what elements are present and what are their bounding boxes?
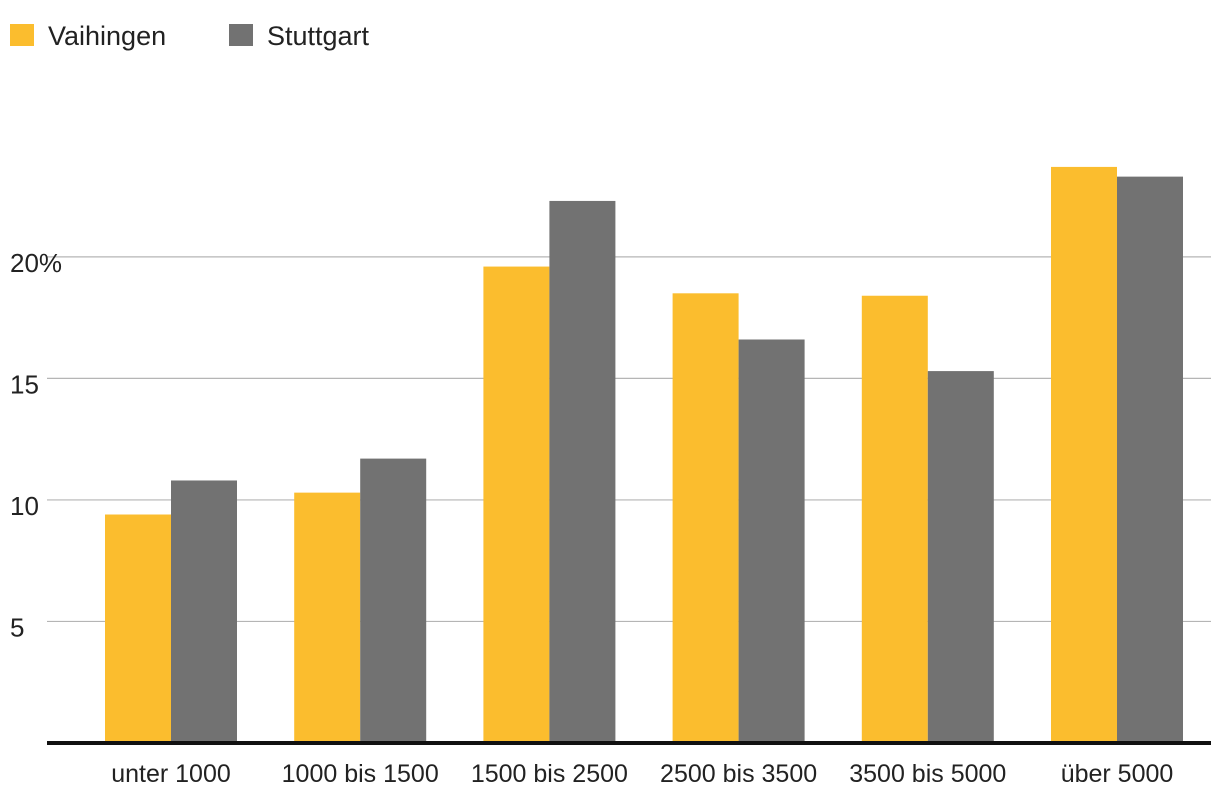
bar-stuttgart-2500-bis-3500 — [738, 339, 805, 743]
x-tick-label-ber-5000: über 5000 — [1061, 760, 1174, 788]
legend-label-vaihingen: Vaihingen — [48, 21, 166, 51]
bar-vaihingen-1500-bis-2500 — [483, 266, 550, 743]
bar-stuttgart-unter-1000 — [171, 480, 237, 743]
bar-vaihingen-1000-bis-1500 — [294, 492, 361, 743]
legend: Vaihingen Stuttgart — [10, 21, 370, 51]
legend-swatch-vaihingen — [10, 24, 34, 46]
legend-swatch-stuttgart — [229, 24, 253, 46]
bar-stuttgart-1000-bis-1500 — [360, 458, 427, 743]
bar-vaihingen-ber-5000 — [1051, 166, 1117, 743]
bar-stuttgart-3500-bis-5000 — [927, 371, 994, 743]
y-tick-label-10: 10 — [10, 491, 39, 521]
y-tick-label-15: 15 — [10, 369, 39, 399]
x-tick-label-3500-bis-5000: 3500 bis 5000 — [849, 760, 1006, 788]
y-tick-label-20: 20% — [10, 248, 62, 278]
legend-label-stuttgart: Stuttgart — [267, 21, 370, 51]
grid: 5 10 15 20% — [10, 248, 1211, 642]
bar-vaihingen-2500-bis-3500 — [672, 293, 739, 743]
x-tick-label-1500-bis-2500: 1500 bis 2500 — [471, 760, 628, 788]
bar-vaihingen-unter-1000 — [105, 514, 171, 743]
bars — [105, 166, 1183, 744]
x-tick-label-unter-1000: unter 1000 — [111, 760, 231, 788]
y-tick-label-5: 5 — [10, 612, 24, 642]
category-labels: unter 1000 1000 bis 1500 1500 bis 2500 2500… — [111, 760, 1173, 788]
bar-stuttgart-ber-5000 — [1117, 176, 1183, 744]
x-tick-label-2500-bis-3500: 2500 bis 3500 — [660, 760, 817, 788]
bar-stuttgart-1500-bis-2500 — [549, 200, 616, 743]
bar-vaihingen-3500-bis-5000 — [861, 295, 928, 743]
x-tick-label-1000-bis-1500: 1000 bis 1500 — [282, 760, 439, 788]
